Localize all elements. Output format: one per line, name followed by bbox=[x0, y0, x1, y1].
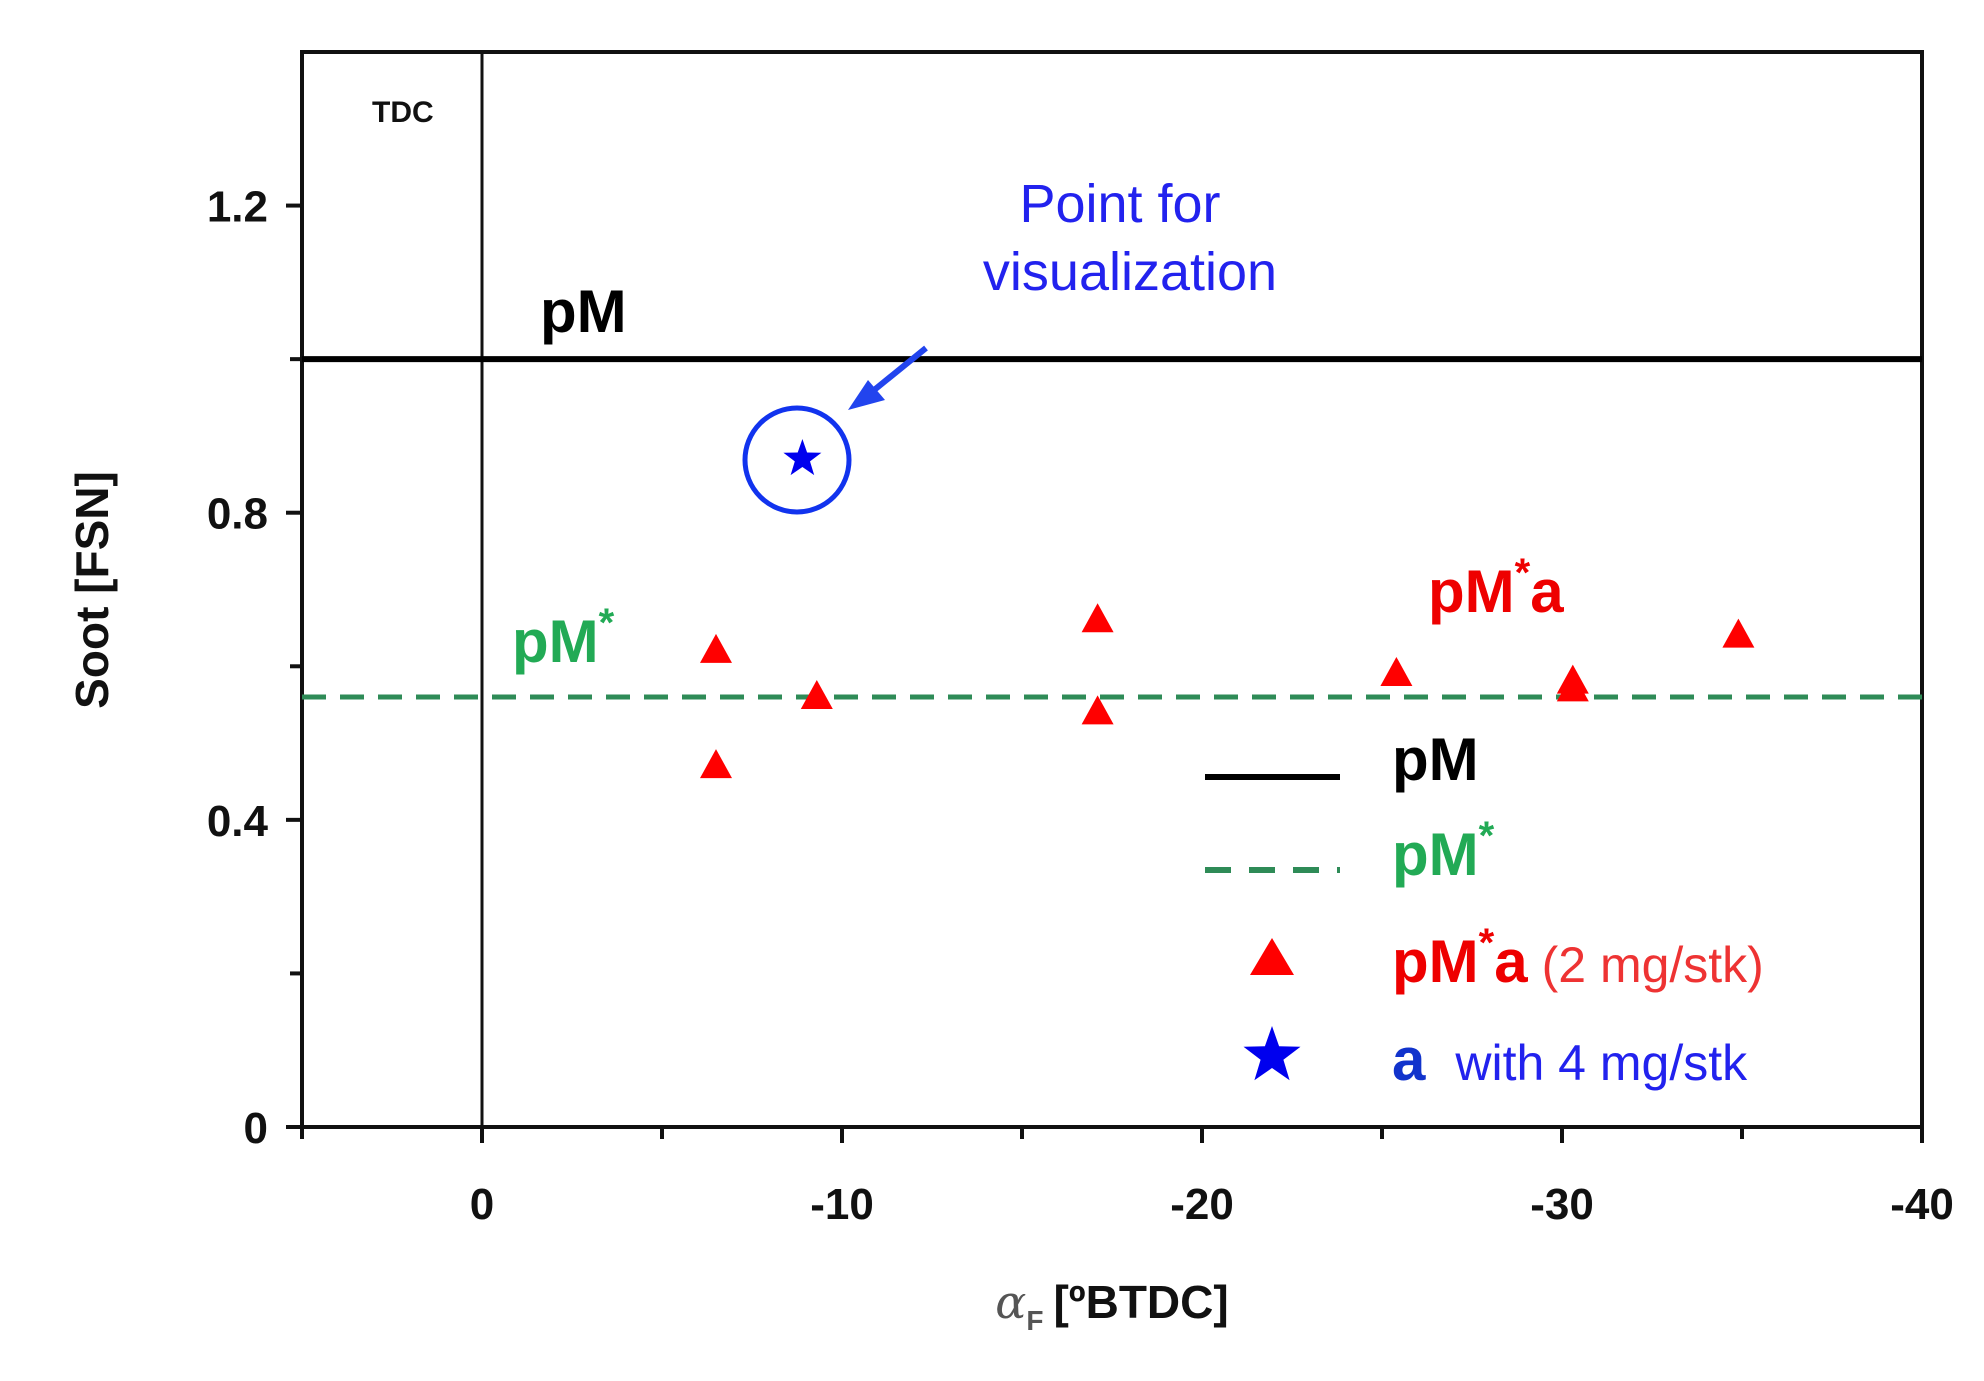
legend-label-pmstar-a-base: pM bbox=[1392, 928, 1479, 995]
x-axis-title-subscript: F bbox=[1026, 1305, 1043, 1336]
visualization-label-line2: visualization bbox=[983, 242, 1277, 302]
reference-lines bbox=[302, 52, 1922, 1127]
y-tick-label: 0 bbox=[244, 1104, 268, 1153]
x-tick-label: -10 bbox=[810, 1180, 874, 1229]
legend-label-a-sub: with 4 mg/stk bbox=[1454, 1035, 1748, 1091]
x-axis-title-unit: [ºBTDC] bbox=[1053, 1276, 1228, 1328]
pmstar-a-point bbox=[1081, 603, 1114, 633]
x-axis-title: αF [ºBTDC] bbox=[995, 1275, 1228, 1336]
legend-label-pmstar-a-tail: a bbox=[1494, 928, 1528, 995]
x-axis-title-symbol: α bbox=[995, 1275, 1026, 1329]
visualization-label-line1: Point for bbox=[1019, 174, 1220, 234]
visualization-arrow bbox=[848, 345, 928, 410]
pmstar-a-label-base: pM bbox=[1428, 558, 1515, 625]
legend-label-pm: pM bbox=[1392, 726, 1479, 793]
x-axis-ticks: 0 -10 -20 -30 -40 bbox=[300, 1127, 1954, 1229]
pmstar-a-point bbox=[700, 749, 732, 779]
pmstar-line-label: pM* bbox=[512, 601, 615, 675]
pmstar-line-label-sup: * bbox=[599, 601, 615, 645]
pmstar-a-label: pM*a bbox=[1428, 551, 1564, 625]
legend-label-pmstar-a-sub: (2 mg/stk) bbox=[1542, 937, 1764, 993]
legend-label-pmstar: pM* bbox=[1392, 814, 1495, 888]
pmstar-a-label-sup: * bbox=[1515, 551, 1531, 595]
legend-label-pm-base: pM bbox=[1392, 726, 1479, 793]
y-axis-ticks: 0 0.4 0.8 1.2 bbox=[207, 183, 302, 1153]
legend-label-pmstar-a-sup: * bbox=[1479, 921, 1495, 965]
highlight-circle bbox=[742, 405, 852, 515]
x-tick-label: 0 bbox=[470, 1180, 494, 1229]
pmstar-a-point bbox=[1380, 656, 1413, 686]
pmstar-a-label-tail: a bbox=[1530, 558, 1564, 625]
legend-label-pmstar-a: pM*a (2 mg/stk) bbox=[1392, 921, 1764, 995]
pmstar-a-point bbox=[1722, 618, 1755, 648]
y-tick-label: 1.2 bbox=[207, 183, 268, 232]
pmstar-a-point bbox=[1081, 695, 1114, 725]
tdc-label: TDC bbox=[372, 96, 434, 129]
pmstar-a-point bbox=[700, 633, 732, 663]
y-tick-label: 0.8 bbox=[207, 490, 268, 539]
pmstar-a-point bbox=[1556, 672, 1589, 702]
legend: pM pM* pM*a (2 mg/stk) a with 4 mg/stk bbox=[1205, 726, 1764, 1093]
y-tick-label: 0.4 bbox=[207, 797, 269, 846]
data-points bbox=[700, 439, 1755, 779]
plot-frame bbox=[300, 50, 1924, 1129]
x-tick-label: -40 bbox=[1890, 1180, 1954, 1229]
legend-label-pmstar-base: pM bbox=[1392, 821, 1479, 888]
legend-label-a: a with 4 mg/stk bbox=[1392, 1026, 1748, 1093]
y-axis-title: Soot [FSN] bbox=[66, 471, 118, 709]
pm-line-label: pM bbox=[540, 278, 627, 345]
legend-label-a-base: a bbox=[1392, 1026, 1426, 1093]
star-point bbox=[783, 439, 822, 476]
pmstar-line-label-base: pM bbox=[512, 608, 599, 675]
legend-swatch-star bbox=[1243, 1026, 1301, 1081]
legend-label-pmstar-sup: * bbox=[1479, 814, 1495, 858]
pmstar-a-point bbox=[800, 680, 833, 709]
x-tick-label: -30 bbox=[1530, 1180, 1594, 1229]
x-tick-label: -20 bbox=[1170, 1180, 1234, 1229]
legend-swatch-pmstar-a bbox=[1250, 938, 1294, 975]
